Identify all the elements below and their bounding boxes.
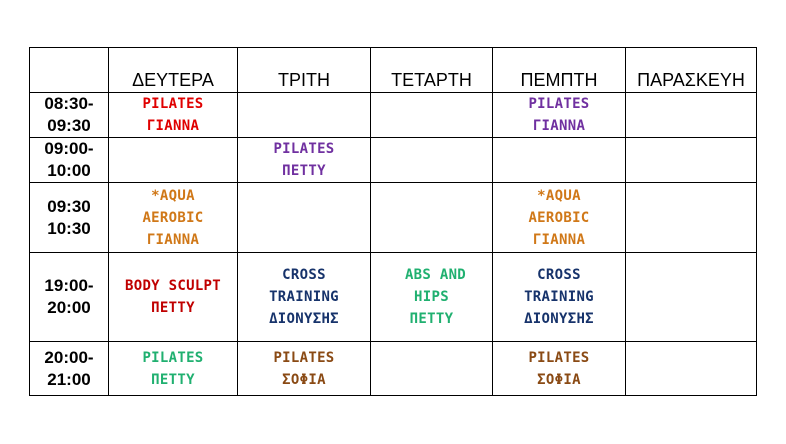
- weekly-schedule-table: ΔΕΥΤΕΡΑ ΤΡΙΤΗ ΤΕΤΑΡΤΗ ΠΕΜΠΤΗ ΠΑΡΑΣΚΕΥΗ 0…: [29, 47, 757, 396]
- time-end: 10:00: [47, 161, 91, 180]
- schedule-row: 09:30 10:30 *AQUA AEROBIC ΓΙΑΝΝΑ *AQUA A…: [29, 182, 757, 253]
- time-slot: 19:00- 20:00: [29, 252, 109, 342]
- class-name: AEROBIC: [528, 209, 590, 226]
- class-name: BODY SCULPT: [124, 278, 222, 294]
- class-name: *AQUA: [537, 187, 581, 204]
- instructor-name: ΠΕΤΤΥ: [409, 311, 454, 327]
- header-row: ΔΕΥΤΕΡΑ ΤΡΙΤΗ ΤΕΤΑΡΤΗ ΠΕΜΠΤΗ ΠΑΡΑΣΚΕΥΗ: [29, 47, 757, 93]
- instructor-name: ΣΟΦΙΑ: [537, 371, 581, 388]
- day-header-tuesday: ΤΡΙΤΗ: [237, 47, 371, 93]
- instructor-name: ΠΕΤΤΥ: [282, 163, 326, 179]
- class-name: HIPS: [414, 289, 449, 305]
- day-header-thursday: ΠΕΜΠΤΗ: [492, 47, 626, 93]
- day-header-monday: ΔΕΥΤΕΡΑ: [108, 47, 238, 93]
- instructor-name: ΓΙΑΝΝΑ: [146, 231, 200, 248]
- time-start: 19:00-: [44, 276, 94, 295]
- empty-cell: [625, 341, 757, 396]
- empty-cell: [370, 92, 493, 138]
- class-name: PILATES: [142, 349, 204, 366]
- instructor-name: ΓΙΑΝΝΑ: [532, 231, 586, 248]
- empty-cell: [625, 137, 757, 183]
- schedule-row: 19:00- 20:00 BODY SCULPT ΠΕΤΤΥ CROSS TRA…: [29, 252, 757, 342]
- time-end: 21:00: [47, 369, 91, 389]
- class-cell-thursday: *AQUA AEROBIC ΓΙΑΝΝΑ: [492, 182, 626, 253]
- time-slot: 09:00- 10:00: [29, 137, 109, 183]
- time-start: 09:30: [47, 196, 91, 216]
- class-cell-monday: *AQUA AEROBIC ΓΙΑΝΝΑ: [108, 182, 238, 253]
- class-cell-thursday: PILATES ΓΙΑΝΝΑ: [492, 92, 626, 138]
- instructor-name: ΔΙΟΝΥΣΗΣ: [524, 311, 594, 327]
- class-name: AEROBIC: [142, 209, 204, 226]
- empty-cell: [625, 182, 757, 253]
- empty-cell: [625, 92, 757, 138]
- instructor-name: ΣΟΦΙΑ: [282, 371, 326, 388]
- class-cell-tuesday: CROSS TRAINING ΔΙΟΝΥΣΗΣ: [237, 252, 371, 342]
- time-start: 08:30-: [44, 94, 94, 113]
- time-slot: 08:30- 09:30: [29, 92, 109, 138]
- time-start: 20:00-: [44, 347, 94, 367]
- corner-cell: [29, 47, 109, 93]
- instructor-name: ΓΙΑΝΝΑ: [146, 118, 200, 134]
- class-name: *AQUA: [151, 187, 195, 204]
- time-slot: 20:00- 21:00: [29, 341, 109, 396]
- schedule-row: 08:30- 09:30 PILATES ΓΙΑΝΝΑ PILATES ΓΙΑΝ…: [29, 92, 757, 138]
- empty-cell: [370, 182, 493, 253]
- instructor-name: ΠΕΤΤΥ: [151, 300, 195, 316]
- empty-cell: [108, 137, 238, 183]
- class-cell-wednesday: ABS AND HIPS ΠΕΤΤΥ: [370, 252, 493, 342]
- class-name: ABS AND: [404, 267, 467, 283]
- class-cell-tuesday: PILATES ΣΟΦΙΑ: [237, 341, 371, 396]
- empty-cell: [625, 252, 757, 342]
- empty-cell: [370, 341, 493, 396]
- instructor-name: ΓΙΑΝΝΑ: [532, 118, 586, 134]
- schedule-row: 20:00- 21:00 PILATES ΠΕΤΤΥ PILATES ΣΟΦΙΑ…: [29, 341, 757, 396]
- day-header-wednesday: ΤΕΤΑΡΤΗ: [370, 47, 493, 93]
- empty-cell: [237, 182, 371, 253]
- time-end: 20:00: [47, 298, 91, 317]
- instructor-name: ΠΕΤΤΥ: [151, 371, 195, 388]
- schedule-row: 09:00- 10:00 PILATES ΠΕΤΤΥ: [29, 137, 757, 183]
- class-cell-monday: PILATES ΠΕΤΤΥ: [108, 341, 238, 396]
- class-name: PILATES: [273, 349, 335, 366]
- empty-cell: [370, 137, 493, 183]
- class-name: CROSS: [282, 267, 326, 283]
- instructor-name: ΔΙΟΝΥΣΗΣ: [269, 311, 339, 327]
- class-cell-monday: BODY SCULPT ΠΕΤΤΥ: [108, 252, 238, 342]
- class-cell-thursday: CROSS TRAINING ΔΙΟΝΥΣΗΣ: [492, 252, 626, 342]
- day-header-friday: ΠΑΡΑΣΚΕΥΗ: [625, 47, 757, 93]
- time-slot: 09:30 10:30: [29, 182, 109, 253]
- class-name: TRAINING: [524, 289, 594, 305]
- class-name: PILATES: [528, 96, 590, 112]
- time-end: 09:30: [47, 116, 91, 135]
- class-cell-monday: PILATES ΓΙΑΝΝΑ: [108, 92, 238, 138]
- class-name: PILATES: [528, 349, 590, 366]
- class-name: PILATES: [142, 96, 204, 112]
- class-name: PILATES: [273, 141, 335, 157]
- time-end: 10:30: [47, 218, 91, 238]
- empty-cell: [237, 92, 371, 138]
- empty-cell: [492, 137, 626, 183]
- time-start: 09:00-: [44, 139, 94, 158]
- class-name: CROSS: [537, 267, 581, 283]
- class-cell-thursday: PILATES ΣΟΦΙΑ: [492, 341, 626, 396]
- class-name: TRAINING: [269, 289, 339, 305]
- class-cell-tuesday: PILATES ΠΕΤΤΥ: [237, 137, 371, 183]
